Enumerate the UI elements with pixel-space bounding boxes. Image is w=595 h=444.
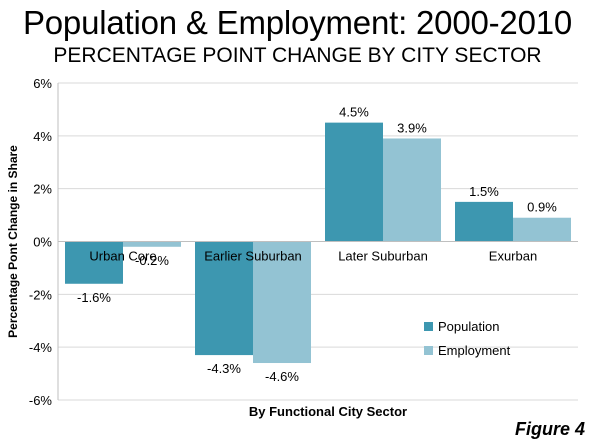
legend-label-population: Population [438,319,499,334]
data-label: -1.6% [77,290,111,305]
bar-employment [383,138,441,242]
bar-employment [513,217,571,242]
y-tick-label: 0% [33,235,52,250]
data-label: 4.5% [339,105,369,120]
legend-label-employment: Employment [438,343,511,358]
category-label: Exurban [489,249,537,264]
legend-swatch-population [424,322,433,331]
chart-title: Population & Employment: 2000-2010 [22,4,573,41]
y-tick-label: -4% [29,340,53,355]
data-label: 3.9% [397,120,427,135]
figure-label: Figure 4 [514,419,585,439]
category-label: Urban Core [89,249,156,264]
data-label: 1.5% [469,184,499,199]
bar-population [325,122,383,242]
bar-population [195,241,253,356]
y-tick-label: -2% [29,287,53,302]
data-label: -4.6% [265,369,299,384]
data-label: 0.9% [527,200,557,215]
chart-subtitle: PERCENTAGE POINT CHANGE BY CITY SECTOR [53,44,542,67]
x-axis-title: By Functional City Sector [249,404,407,419]
y-axis-title: Percentage Pont Change in Share [6,145,20,338]
y-tick-label: 6% [33,76,52,91]
data-label: -4.3% [207,361,241,376]
bar-employment [123,241,181,247]
y-tick-label: 2% [33,182,52,197]
bar-employment [253,241,311,364]
bar-population [65,241,123,284]
data-label: -0.2% [135,253,169,268]
category-label: Earlier Suburban [204,249,302,264]
y-tick-label: -6% [29,393,53,408]
category-label: Later Suburban [338,249,428,264]
bar-population [455,201,513,242]
y-tick-label: 4% [33,129,52,144]
legend-swatch-employment [424,346,433,355]
